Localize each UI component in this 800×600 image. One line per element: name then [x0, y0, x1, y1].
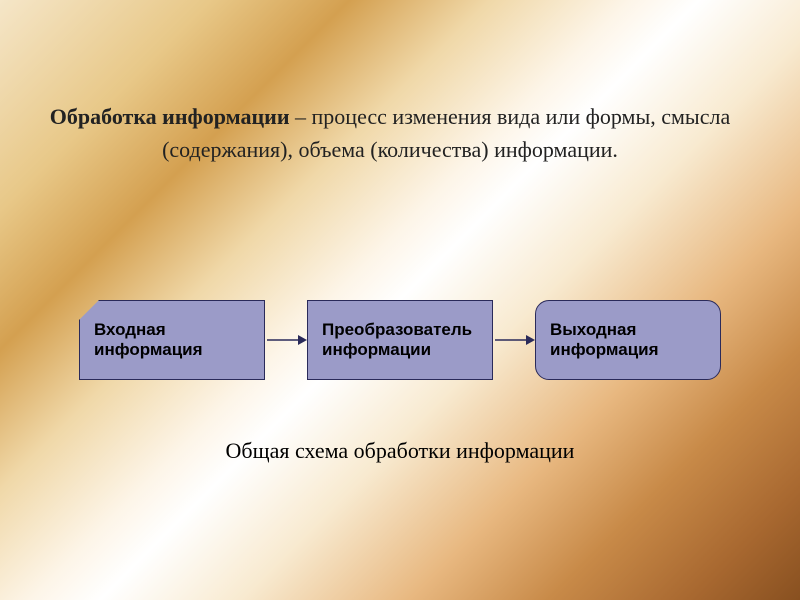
- node-output-label: Выходная информация: [550, 320, 720, 361]
- node-input-label: Входная информация: [94, 320, 264, 361]
- definition-bold: Обработка информации: [50, 104, 290, 129]
- arrow-1: [265, 330, 307, 350]
- node-processor-label: Преобразователь информации: [322, 320, 492, 361]
- node-input: Входная информация: [79, 300, 265, 380]
- arrow-2: [493, 330, 535, 350]
- caption-text: Общая схема обработки информации: [0, 438, 800, 464]
- definition-text: Обработка информации – процесс изменения…: [40, 100, 740, 166]
- node-output: Выходная информация: [535, 300, 721, 380]
- flowchart: Входная информация Преобразователь инфор…: [0, 300, 800, 380]
- node-processor: Преобразователь информации: [307, 300, 493, 380]
